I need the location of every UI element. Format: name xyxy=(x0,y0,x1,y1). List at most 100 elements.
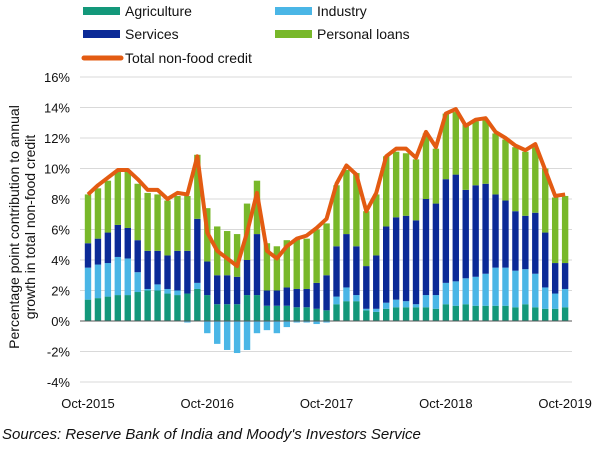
bar-services xyxy=(532,212,539,274)
bar-industry xyxy=(124,258,131,296)
bar-services xyxy=(144,250,151,289)
bar-industry xyxy=(512,270,519,308)
bar-agriculture xyxy=(532,307,539,321)
bar-personal-loans xyxy=(422,133,430,199)
bar-industry xyxy=(492,267,499,306)
bar-agriculture xyxy=(84,299,92,321)
bar-agriculture xyxy=(363,310,370,321)
bar-personal-loans xyxy=(134,183,141,241)
bar-personal-loans xyxy=(233,234,241,277)
y-tick-label: 4% xyxy=(51,253,70,268)
bar-industry xyxy=(542,287,549,309)
bar-personal-loans xyxy=(561,195,569,264)
bar-industry xyxy=(154,284,161,291)
bar-agriculture xyxy=(303,307,310,321)
bar-agriculture xyxy=(313,308,320,321)
bar-agriculture xyxy=(442,304,450,321)
bar-agriculture xyxy=(164,293,171,321)
bar-services xyxy=(283,287,290,306)
bar-personal-loans xyxy=(223,231,231,276)
bar-agriculture xyxy=(144,290,151,321)
bar-personal-loans xyxy=(402,153,410,216)
bar-personal-loans xyxy=(154,194,161,251)
bar-personal-loans xyxy=(551,197,559,264)
bar-services xyxy=(422,199,430,296)
bar-personal-loans xyxy=(363,211,370,267)
y-tick-label: 12% xyxy=(44,131,70,146)
bar-personal-loans xyxy=(94,188,102,239)
legend-swatch xyxy=(275,30,312,38)
legend-label: Industry xyxy=(317,3,367,19)
y-tick-label: 10% xyxy=(44,162,70,177)
bar-agriculture xyxy=(353,301,360,321)
bar-agriculture xyxy=(452,305,459,321)
bar-industry xyxy=(502,267,509,306)
source-note: Sources: Reserve Bank of India and Moody… xyxy=(2,426,421,443)
bar-agriculture xyxy=(462,304,469,321)
bar-agriculture xyxy=(422,307,430,321)
bar-industry xyxy=(442,282,450,305)
bar-services xyxy=(373,255,380,309)
bar-agriculture xyxy=(343,301,350,321)
bar-industry xyxy=(333,296,340,305)
bar-personal-loans xyxy=(373,194,380,256)
y-tick-label: -4% xyxy=(47,375,71,390)
legend-swatch xyxy=(83,30,120,38)
bar-industry xyxy=(263,321,271,331)
bar-industry xyxy=(402,301,410,308)
bar-services xyxy=(223,275,231,305)
bar-agriculture xyxy=(551,308,559,321)
bar-services xyxy=(84,243,92,268)
bar-agriculture xyxy=(253,295,261,321)
bar-agriculture xyxy=(383,308,390,321)
bar-personal-loans xyxy=(492,133,499,195)
bar-industry xyxy=(432,295,440,309)
bar-industry xyxy=(353,295,360,302)
bar-personal-loans xyxy=(144,192,151,251)
bar-personal-loans xyxy=(442,113,450,180)
bar-industry xyxy=(323,321,330,323)
bar-agriculture xyxy=(333,304,340,321)
x-tick-label: Oct-2018 xyxy=(419,396,472,411)
bar-agriculture xyxy=(492,305,499,321)
bar-agriculture xyxy=(402,307,410,321)
bar-personal-loans xyxy=(174,195,181,251)
bar-services xyxy=(442,179,450,283)
bar-industry xyxy=(522,269,529,305)
bar-agriculture xyxy=(184,293,191,321)
bar-personal-loans xyxy=(343,170,350,235)
bar-agriculture xyxy=(323,310,330,321)
bar-agriculture xyxy=(223,304,231,321)
bar-agriculture xyxy=(502,305,509,321)
bar-personal-loans xyxy=(353,173,360,247)
y-tick-label: 2% xyxy=(51,284,70,299)
bar-personal-loans xyxy=(184,195,191,251)
bar-services xyxy=(124,227,131,259)
legend-label: Agriculture xyxy=(125,3,192,19)
bar-personal-loans xyxy=(293,238,300,289)
bar-services xyxy=(512,211,519,271)
bar-industry xyxy=(253,321,261,334)
bar-services xyxy=(392,217,400,300)
bar-agriculture xyxy=(233,304,241,321)
bar-services xyxy=(104,232,112,264)
bar-personal-loans xyxy=(392,151,400,218)
bar-agriculture xyxy=(512,307,519,321)
bar-industry xyxy=(94,264,102,299)
y-tick-label: 8% xyxy=(51,192,70,207)
bar-services xyxy=(303,288,310,308)
bar-services xyxy=(452,174,459,282)
line-total-non-food-credit xyxy=(86,107,566,269)
bar-services xyxy=(522,215,529,270)
bar-agriculture xyxy=(522,304,529,321)
bar-industry xyxy=(194,282,201,289)
bar-services xyxy=(164,255,171,289)
bar-services xyxy=(154,250,161,285)
bar-services xyxy=(383,226,390,303)
bar-personal-loans xyxy=(462,124,469,190)
bar-industry xyxy=(293,321,300,323)
bar-services xyxy=(363,266,370,309)
bar-services xyxy=(214,275,221,305)
bar-agriculture xyxy=(94,298,102,321)
